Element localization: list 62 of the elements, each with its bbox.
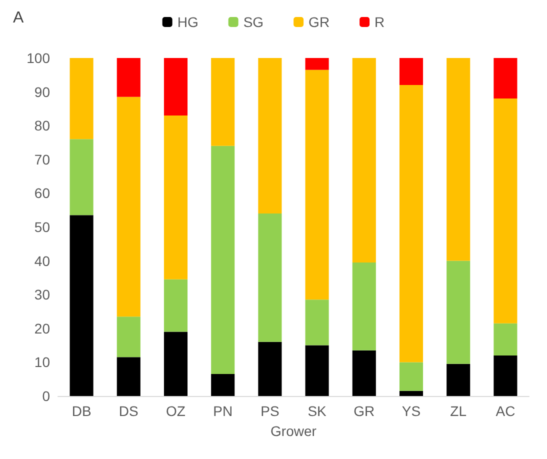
y-tick-label: 60: [34, 185, 50, 202]
legend-label: GR: [308, 14, 330, 30]
x-tick-label: DS: [118, 403, 138, 419]
x-tick-label: YS: [402, 403, 421, 419]
y-tick-label: 50: [34, 219, 50, 235]
x-tick-label: OZ: [166, 403, 186, 419]
bar: [399, 85, 424, 362]
bar: [494, 98, 518, 324]
x-tick-label: DB: [72, 403, 92, 419]
bar: [211, 146, 235, 374]
legend-label: SG: [243, 14, 264, 30]
bar: [70, 58, 94, 140]
x-tick-label: PN: [213, 403, 233, 419]
bar: [70, 139, 94, 216]
bar: [70, 215, 94, 396]
x-tick-label: GR: [354, 403, 375, 419]
bar: [352, 262, 376, 350]
bar: [258, 58, 282, 214]
bar: [399, 362, 424, 391]
bar: [164, 115, 188, 280]
bar: [116, 58, 140, 97]
bar: [494, 323, 518, 356]
bar: [116, 96, 140, 317]
bar: [494, 355, 518, 396]
y-tick-label: 80: [34, 118, 50, 134]
bar: [352, 350, 376, 396]
bar: [446, 58, 470, 261]
bar: [399, 58, 424, 86]
bar: [116, 316, 140, 358]
bar: [211, 58, 235, 146]
bar: [305, 300, 329, 346]
x-tick-label: SK: [308, 403, 328, 419]
bar: [164, 58, 188, 116]
bar: [258, 342, 282, 396]
bar: [211, 374, 235, 396]
bar: [446, 364, 470, 396]
y-tick-label: 100: [26, 50, 50, 66]
x-tick-label: AC: [496, 403, 516, 419]
bar: [305, 70, 329, 300]
bar: [446, 260, 470, 364]
bar: [494, 58, 518, 99]
x-tick-label: ZL: [450, 403, 467, 419]
bar: [399, 390, 424, 396]
y-tick-label: 10: [34, 354, 50, 370]
bar: [305, 58, 329, 70]
bar: [352, 58, 376, 262]
y-tick-label: 20: [34, 320, 50, 336]
bar: [258, 213, 282, 342]
bar: [164, 332, 188, 396]
legend-label: R: [374, 14, 385, 30]
text: A: [13, 10, 24, 26]
y-tick-label: 90: [34, 84, 50, 100]
legend-label: HG: [177, 14, 198, 30]
x-tick-label: PS: [260, 403, 280, 419]
bar: [116, 357, 140, 396]
y-tick-label: 70: [34, 151, 50, 168]
y-tick-label: 40: [34, 252, 50, 269]
x-axis-title: Grower: [270, 423, 317, 439]
y-tick-label: 30: [34, 286, 50, 303]
y-tick-label: 0: [42, 388, 50, 404]
bar: [305, 345, 329, 396]
bar: [164, 279, 188, 332]
